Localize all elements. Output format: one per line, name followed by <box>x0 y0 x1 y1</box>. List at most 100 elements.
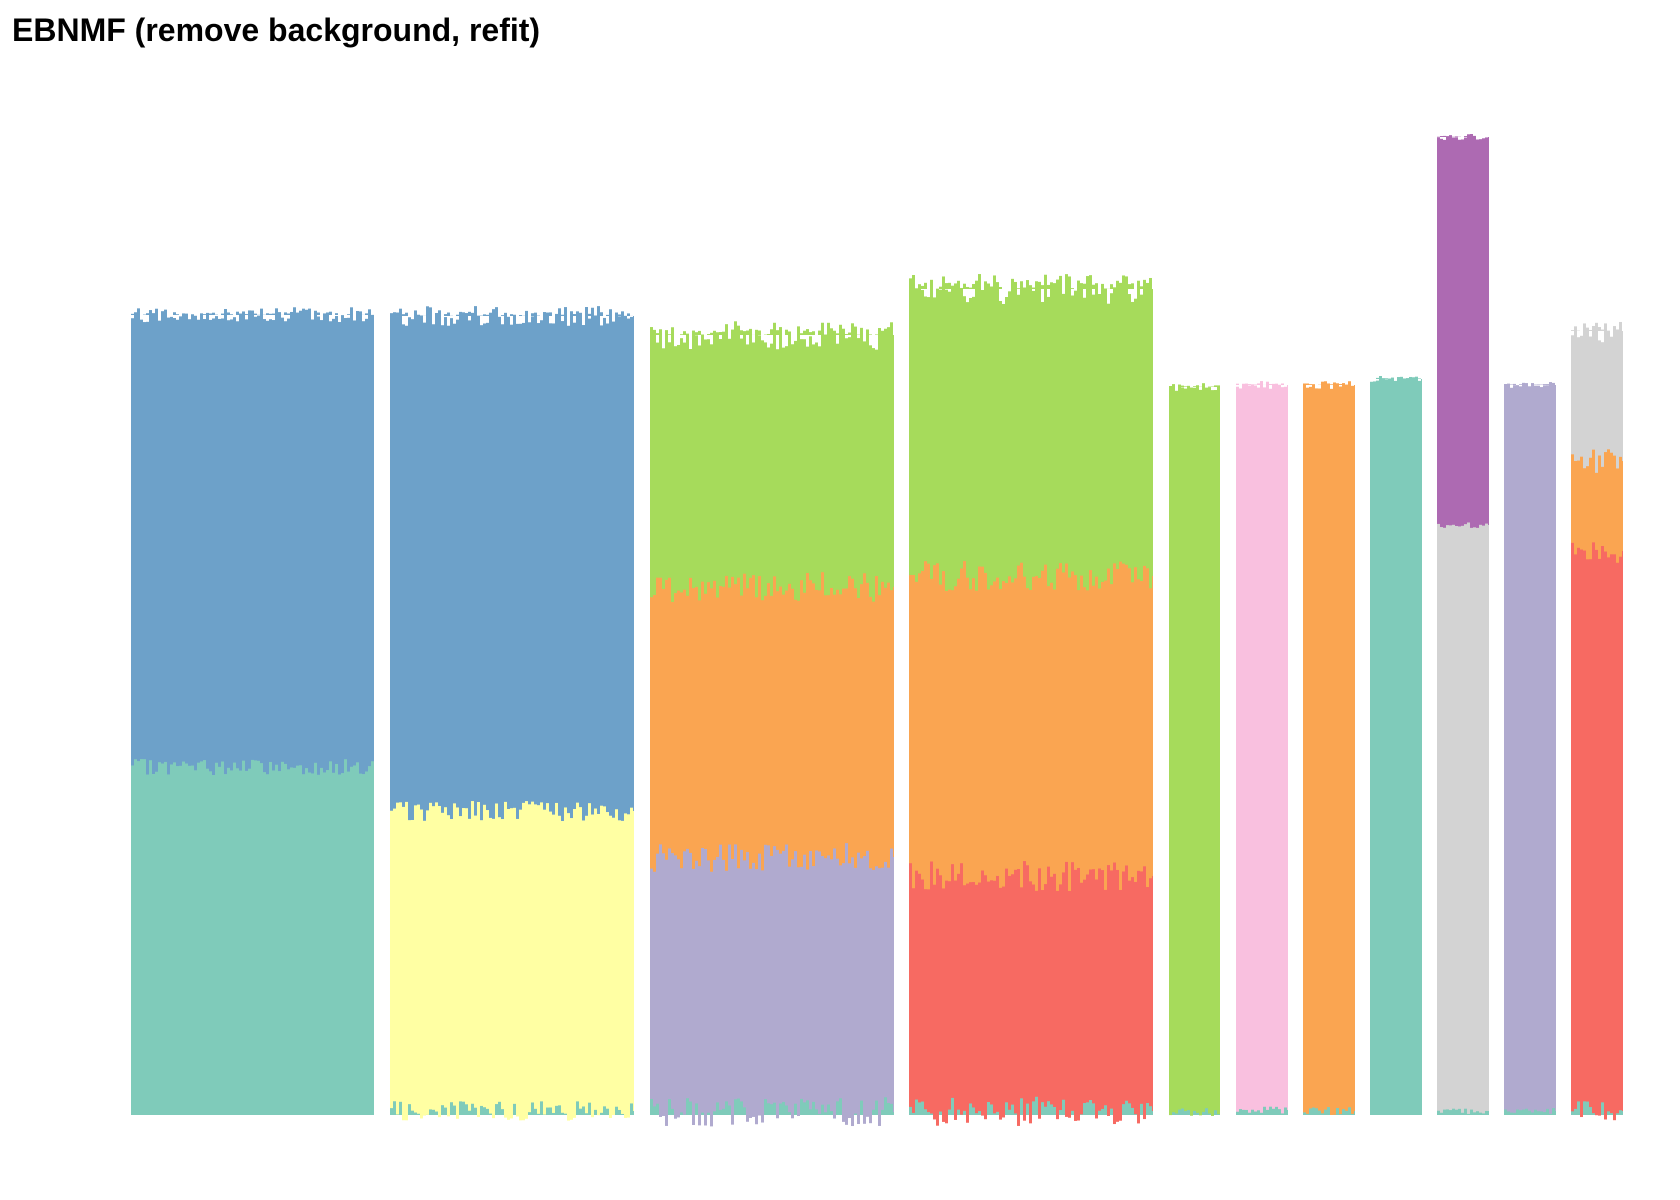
sample-edge <box>915 288 918 289</box>
sample-edge <box>179 765 182 767</box>
sample-edge <box>630 316 633 317</box>
sample-cap <box>561 314 564 316</box>
sample-edge <box>854 587 857 589</box>
sample-cap <box>1080 283 1083 289</box>
sample-edge <box>1479 1111 1482 1113</box>
sample-cap <box>456 314 459 316</box>
sample-edge <box>659 844 662 857</box>
sample-edge <box>462 1101 465 1111</box>
sample-edge <box>1137 870 1140 876</box>
sample-edge <box>167 315 170 318</box>
sample-edge <box>680 857 683 869</box>
sample-edge <box>444 807 447 811</box>
sample-edge <box>788 857 791 867</box>
sample-edge <box>854 1112 857 1114</box>
sample-edge <box>332 315 335 319</box>
sample-cap <box>1026 284 1029 289</box>
segment-f2 <box>390 811 634 1111</box>
sample-edge <box>1098 289 1101 295</box>
sample-edge <box>332 767 335 773</box>
sample-edge <box>435 1111 438 1112</box>
sample-edge <box>486 810 489 811</box>
sample-edge <box>746 1112 749 1122</box>
sample-edge <box>851 323 854 335</box>
sample-edge <box>990 876 993 881</box>
sample-cap <box>912 285 915 289</box>
sample-edge <box>164 761 167 767</box>
sample-edge <box>927 1111 930 1113</box>
sample-edge <box>909 1106 912 1111</box>
sample-edge <box>1464 1108 1467 1111</box>
sample-edge <box>1041 289 1044 302</box>
sample-edge <box>582 811 585 821</box>
sample-edge <box>1485 523 1488 525</box>
sample-edge <box>1086 1102 1089 1111</box>
sample-edge <box>1406 378 1409 379</box>
sample-edge <box>1403 378 1406 379</box>
sample-edge <box>188 765 191 767</box>
sample-edge <box>248 767 251 769</box>
sample-edge <box>927 563 930 576</box>
sample-edge <box>656 335 659 343</box>
sample-cap <box>1391 377 1394 379</box>
sample-edge <box>815 1109 818 1112</box>
sample-edge <box>1440 137 1443 139</box>
sample-edge <box>444 316 447 318</box>
sample-edge <box>951 1097 954 1111</box>
sample-edge <box>1260 1110 1263 1113</box>
sample-edge <box>1351 385 1354 386</box>
sample-edge <box>368 766 371 767</box>
sample-edge <box>981 566 984 576</box>
sample-edge <box>1348 381 1351 385</box>
sample-edge <box>1095 876 1098 880</box>
sample-edge <box>848 335 851 338</box>
sample-edge <box>653 329 656 335</box>
sample-edge <box>848 857 851 864</box>
sample-cap <box>365 313 368 315</box>
sample-edge <box>1029 876 1032 882</box>
sample-edge <box>1134 289 1137 299</box>
sample-edge <box>1616 461 1619 469</box>
sample-edge <box>677 857 680 860</box>
sample-edge <box>665 1112 668 1126</box>
sample-edge <box>275 764 278 767</box>
group-8 <box>1370 376 1422 1115</box>
sample-edge <box>1056 1111 1059 1120</box>
sample-edge <box>692 587 695 589</box>
sample-cap <box>1217 386 1220 387</box>
sample-edge <box>1184 387 1187 389</box>
sample-edge <box>1131 576 1134 583</box>
sample-edge <box>857 852 860 857</box>
sample-edge <box>137 308 140 315</box>
sample-cap <box>785 329 788 335</box>
sample-edge <box>131 765 134 767</box>
sample-edge <box>1552 382 1555 385</box>
sample-edge <box>674 587 677 594</box>
sample-cap <box>209 313 212 315</box>
sample-edge <box>594 808 597 811</box>
sample-edge <box>927 876 930 890</box>
sample-edge <box>612 811 615 818</box>
sample-edge <box>1077 576 1080 591</box>
sample-edge <box>960 568 963 576</box>
sample-edge <box>1059 876 1062 885</box>
sample-edge <box>245 315 248 320</box>
sample-edge <box>1077 867 1080 876</box>
sample-edge <box>311 767 314 774</box>
sample-cap <box>438 313 441 316</box>
sample-edge <box>674 855 677 857</box>
sample-edge <box>1510 1111 1513 1113</box>
sample-edge <box>939 576 942 585</box>
sample-cap <box>836 333 839 335</box>
sample-edge <box>311 315 314 320</box>
sample-edge <box>752 857 755 863</box>
sample-edge <box>1113 862 1116 876</box>
sample-cap <box>534 313 537 316</box>
sample-edge <box>812 857 815 867</box>
sample-edge <box>698 857 701 867</box>
sample-edge <box>170 315 173 317</box>
sample-cap <box>164 312 167 315</box>
sample-edge <box>432 806 435 811</box>
sample-edge <box>1534 385 1537 386</box>
sample-edge <box>507 316 510 317</box>
